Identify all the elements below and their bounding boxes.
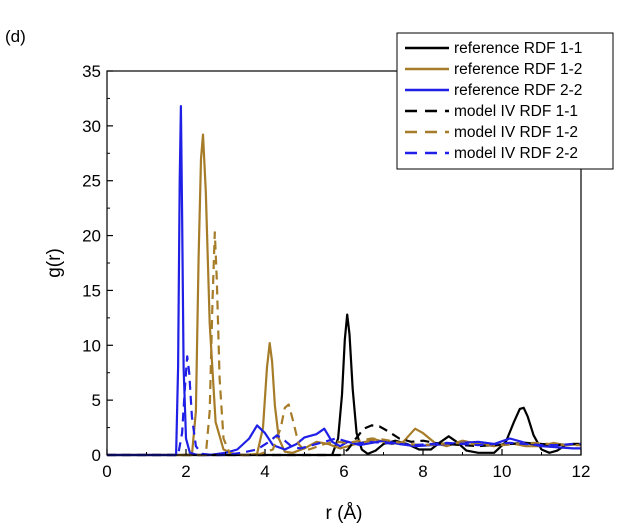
x-tick-label-4: 8: [418, 462, 427, 481]
plot-lines: [107, 104, 582, 457]
series-line-6: [107, 355, 581, 457]
x-tick-label-1: 2: [181, 462, 190, 481]
series-line-3: [107, 104, 581, 457]
x-axis-title: r (Å): [326, 503, 363, 524]
x-axis: 0 2 4 6 8 10 12: [102, 449, 590, 481]
legend-label-2: reference RDF 1-2: [454, 61, 582, 78]
y-tick-label-1: 5: [92, 391, 101, 410]
legend-label-5: model IV RDF 1-2: [454, 124, 578, 141]
panel-label: (d): [5, 27, 26, 46]
x-tick-label-5: 10: [493, 462, 512, 481]
y-tick-label-3: 15: [82, 281, 101, 300]
y-tick-label-6: 30: [82, 117, 101, 136]
y-tick-label-0: 0: [92, 446, 101, 465]
legend-label-4: model IV RDF 1-1: [454, 103, 578, 120]
x-tick-label-6: 12: [572, 462, 591, 481]
x-tick-label-0: 0: [102, 462, 111, 481]
legend-label-1: reference RDF 1-1: [454, 40, 582, 57]
x-tick-label-2: 4: [260, 462, 269, 481]
legend-label-3: reference RDF 2-2: [454, 82, 582, 99]
y-axis-title: g(r): [44, 248, 65, 278]
series-line-1: [107, 313, 581, 457]
x-tick-label-3: 6: [339, 462, 348, 481]
y-tick-label-5: 25: [82, 172, 101, 191]
y-tick-label-2: 10: [82, 336, 101, 355]
legend-label-6: model IV RDF 2-2: [454, 145, 578, 162]
y-tick-label-4: 20: [82, 227, 101, 246]
legend-box: [396, 32, 614, 170]
plot-frame: [106, 70, 582, 456]
y-tick-label-7: 35: [82, 62, 101, 81]
y-axis: 0 5 10 15 20 25 30 35: [82, 62, 113, 465]
legend: reference RDF 1-1 reference RDF 1-2 refere…: [396, 32, 614, 170]
